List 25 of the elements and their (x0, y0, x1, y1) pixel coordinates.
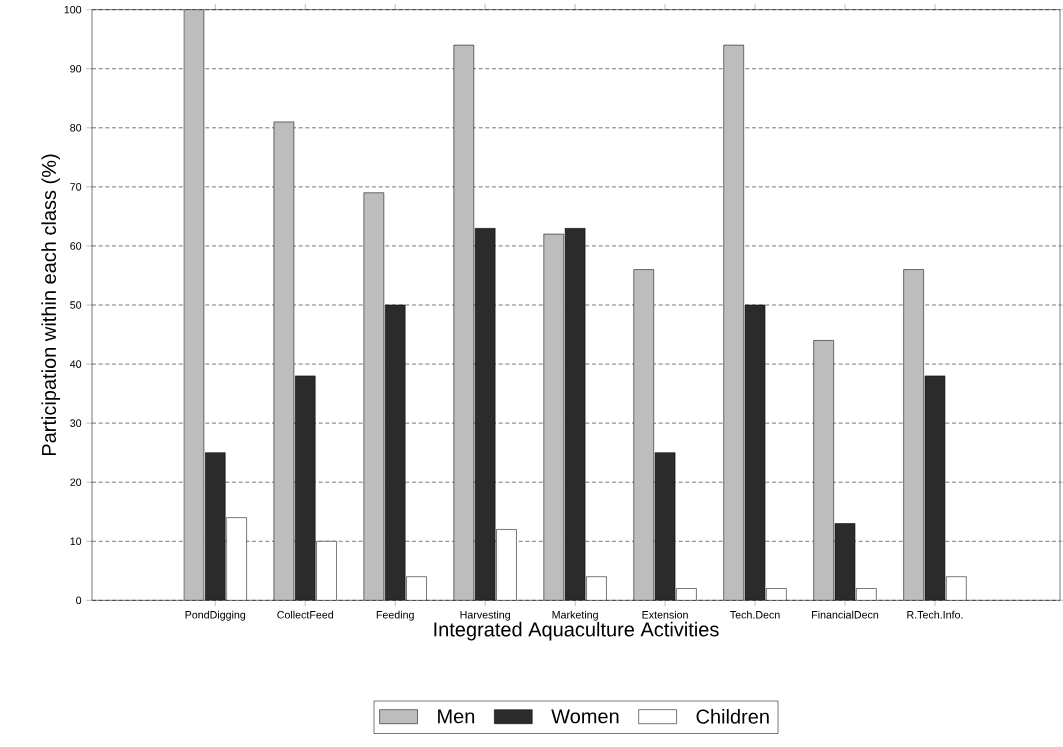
y-tick-label: 50 (70, 301, 82, 309)
x-tick-label: CollectFeed (277, 610, 333, 619)
x-tick-label: Marketing (552, 610, 598, 621)
legend-label: Children (696, 709, 769, 724)
x-tick-label: Tech.Decn (730, 610, 780, 619)
y-tick-label: 20 (70, 478, 82, 486)
y-tick-label: 70 (70, 183, 82, 191)
x-axis-title: Integrated Aquaculture Activities (434, 621, 719, 641)
x-tick-label: Harvesting (460, 610, 510, 621)
y-tick-label: 10 (70, 537, 82, 546)
y-tick-label: 90 (70, 64, 82, 73)
x-tick-label: FinancialDecn (812, 610, 879, 619)
x-tick-label: PondDigging (185, 610, 246, 621)
x-tick-label: R.Tech.Info. (907, 610, 963, 619)
y-tick-label: 60 (70, 242, 82, 250)
y-tick-label: 0 (76, 596, 82, 605)
x-tick-label: Feeding (376, 610, 414, 621)
y-axis-title: Participation within each class (%) (41, 154, 60, 456)
y-tick-label: 100 (64, 5, 82, 14)
y-tick-label: 40 (69, 360, 82, 368)
y-tick-label: 80 (70, 124, 82, 132)
y-tick-label: 30 (70, 419, 82, 427)
legend-label: Women (551, 709, 619, 724)
legend-label: Men (438, 709, 475, 724)
x-tick-label: Extension (642, 610, 688, 619)
